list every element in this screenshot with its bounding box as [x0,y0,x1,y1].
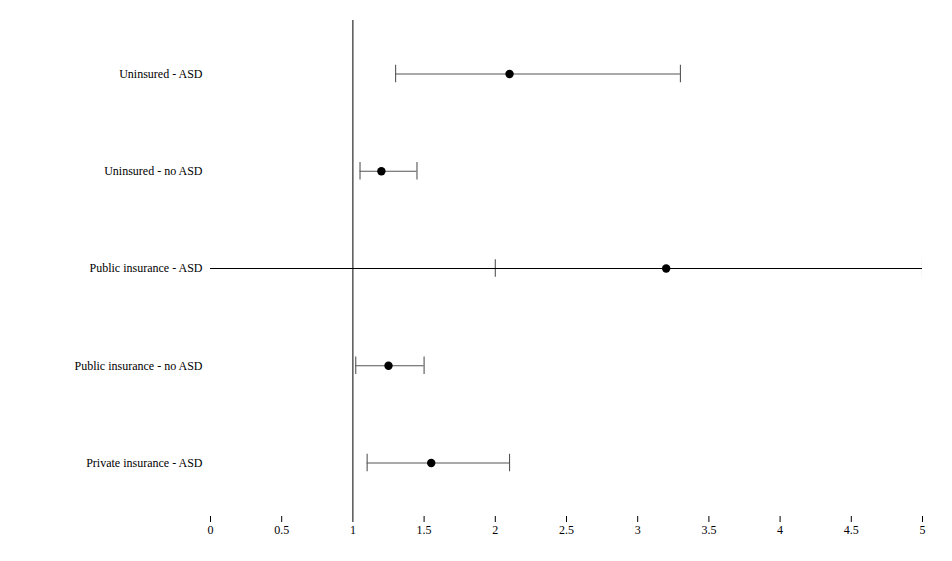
svg-text:0.5: 0.5 [274,523,289,537]
svg-text:3: 3 [635,523,641,537]
svg-text:1: 1 [350,523,356,537]
svg-text:4: 4 [777,523,783,537]
svg-text:5: 5 [920,523,926,537]
svg-text:2.5: 2.5 [559,523,574,537]
svg-text:Public insurance - ASD: Public insurance - ASD [90,261,203,275]
svg-text:3.5: 3.5 [701,523,716,537]
svg-text:4.5: 4.5 [844,523,859,537]
svg-text:1.5: 1.5 [417,523,432,537]
svg-text:Public insurance - no ASD: Public insurance - no ASD [75,359,203,373]
svg-text:2: 2 [492,523,498,537]
svg-text:Uninsured - ASD: Uninsured - ASD [119,67,203,81]
svg-text:Uninsured - no ASD: Uninsured - no ASD [104,164,203,178]
svg-text:0: 0 [208,523,214,537]
svg-text:Private insurance - ASD: Private insurance - ASD [86,456,203,470]
